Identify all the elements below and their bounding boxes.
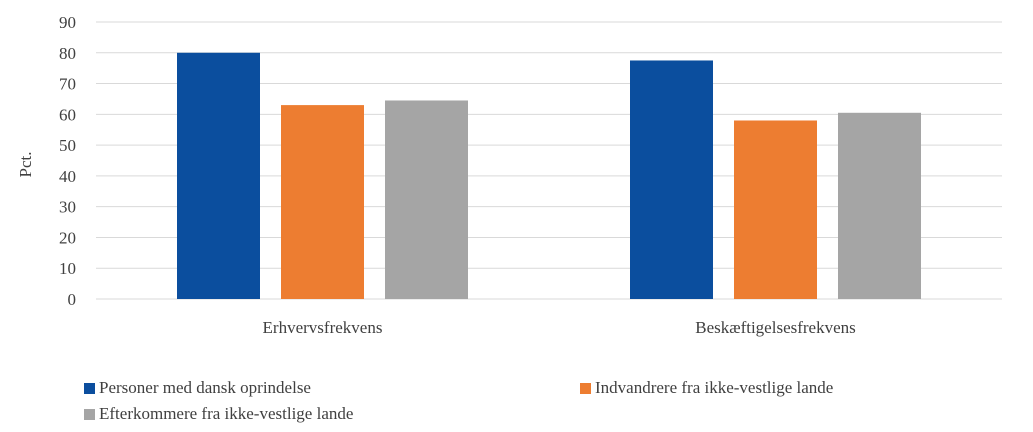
y-axis-label: Pct.	[16, 152, 35, 178]
bar	[385, 100, 468, 299]
y-tick-label: 90	[59, 13, 76, 32]
legend-item: Personer med dansk oprindelse	[84, 378, 311, 398]
x-category-label: Erhvervsfrekvens	[263, 318, 383, 337]
bars	[177, 52, 921, 300]
y-tick-label: 50	[59, 136, 76, 155]
y-axis-ticks: 0 10 20 30 40 50 60 70 80 90	[59, 13, 76, 309]
y-tick-label: 60	[59, 105, 76, 124]
y-tick-label: 40	[59, 167, 76, 186]
legend: Personer med dansk oprindelse Indvandrere…	[84, 378, 984, 432]
x-category-label: Beskæftigelsesfrekvens	[695, 318, 856, 337]
y-tick-label: 30	[59, 198, 76, 217]
legend-label: Personer med dansk oprindelse	[99, 378, 311, 397]
legend-label: Indvandrere fra ikke-vestlige lande	[595, 378, 834, 397]
y-tick-label: 80	[59, 44, 76, 63]
legend-swatch	[84, 408, 95, 420]
bar	[734, 120, 817, 299]
y-tick-label: 0	[68, 290, 77, 309]
x-axis-categories: Erhvervsfrekvens Beskæftigelsesfrekvens	[263, 318, 856, 337]
legend-item: Indvandrere fra ikke-vestlige lande	[580, 378, 833, 398]
bar	[281, 105, 364, 299]
legend-label: Efterkommere fra ikke-vestlige lande	[99, 404, 354, 423]
legend-swatch	[580, 382, 591, 394]
y-tick-label: 20	[59, 228, 76, 247]
y-tick-label: 70	[59, 75, 76, 94]
y-tick-label: 10	[59, 259, 76, 278]
bar	[838, 112, 921, 300]
bar	[630, 60, 713, 299]
legend-item: Efterkommere fra ikke-vestlige lande	[84, 404, 353, 424]
legend-swatch	[84, 382, 95, 394]
bar	[177, 52, 260, 300]
